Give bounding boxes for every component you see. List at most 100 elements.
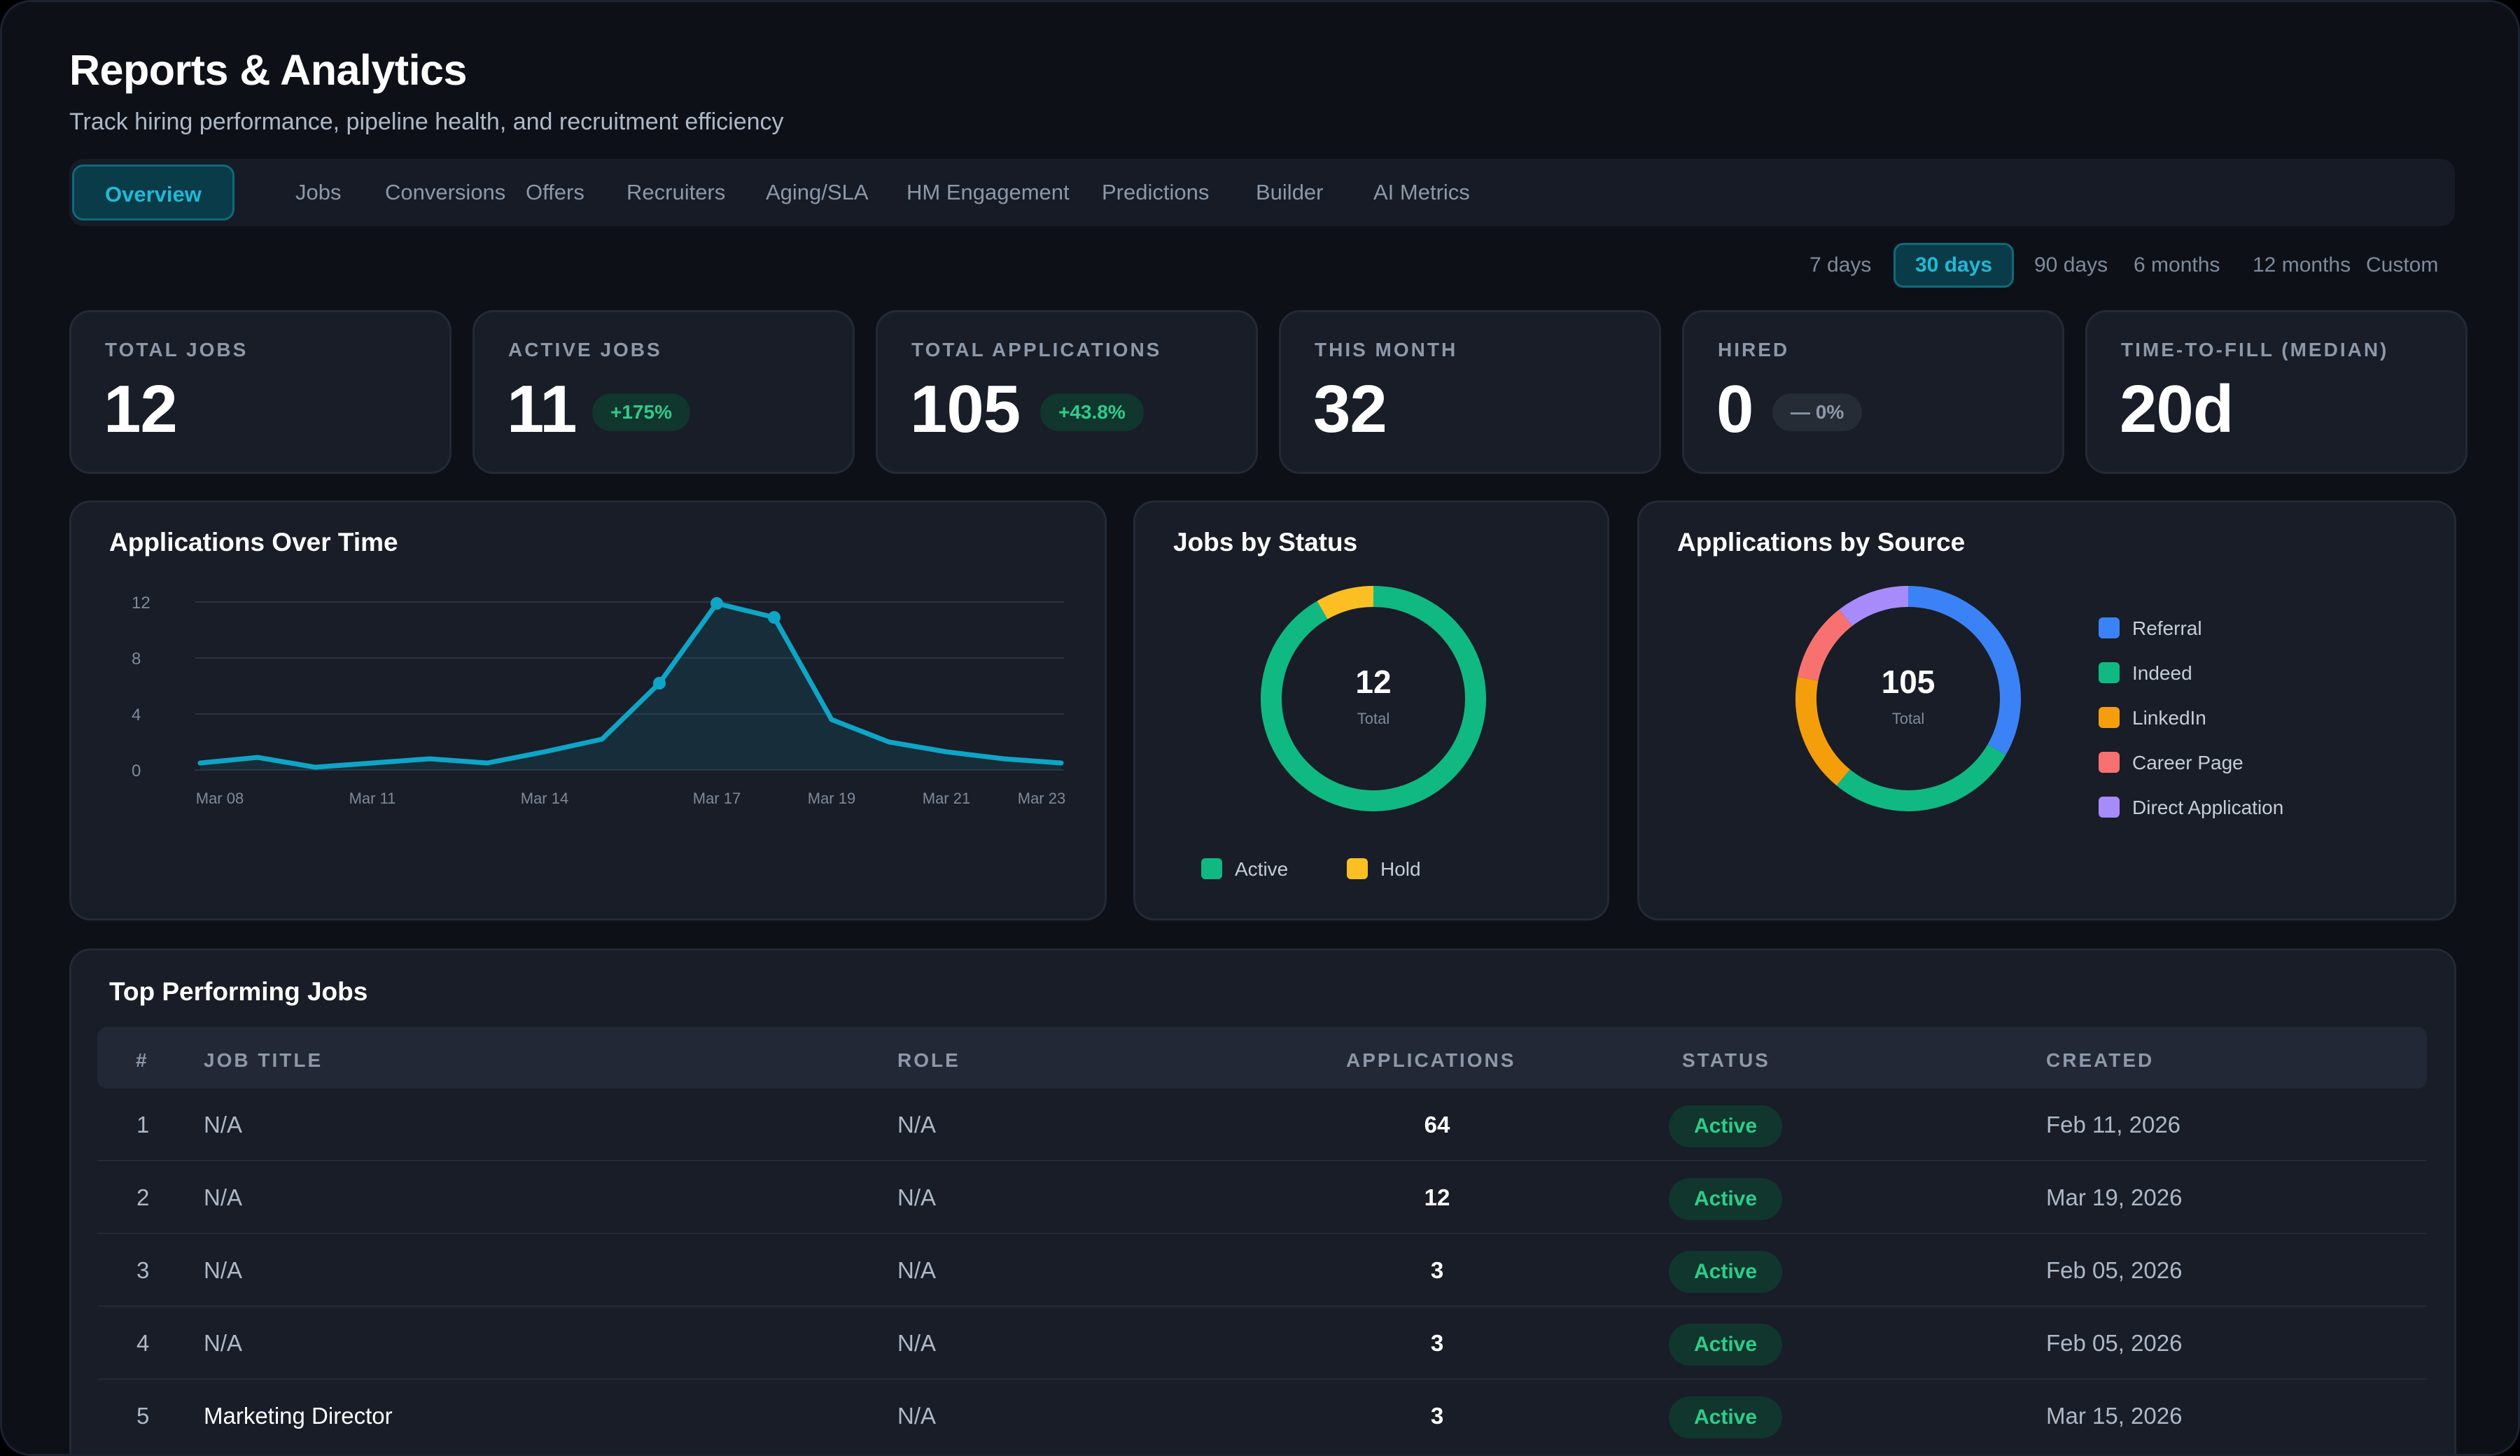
kpi-value: 32 <box>1313 372 1387 447</box>
data-point[interactable] <box>710 597 723 610</box>
applications-count: 3 <box>1430 1403 1444 1429</box>
panel-title: Applications by Source <box>1677 528 1966 556</box>
job-role: N/A <box>897 1184 937 1210</box>
range-7-days[interactable]: 7 days <box>1809 253 1872 276</box>
status-badge: Active <box>1669 1105 1783 1147</box>
job-title[interactable]: Marketing Director <box>204 1403 393 1429</box>
donut-center-label: Total <box>1892 710 1924 727</box>
donut-slice[interactable] <box>1798 609 1853 682</box>
tab-hm-engagement[interactable]: HM Engagement <box>906 180 1070 204</box>
row-number: 2 <box>136 1184 150 1210</box>
donut-slice[interactable] <box>1836 744 2006 811</box>
tab-conversions[interactable]: Conversions <box>385 180 506 204</box>
legend-swatch <box>2099 662 2120 683</box>
donut-slice[interactable] <box>1795 676 1851 786</box>
created-date: Feb 05, 2026 <box>2046 1257 2183 1283</box>
column-header-role[interactable]: ROLE <box>897 1049 960 1071</box>
job-title[interactable]: N/A <box>204 1257 243 1283</box>
column-header-applications[interactable]: APPLICATIONS <box>1346 1049 1516 1071</box>
donut-slice[interactable] <box>1261 586 1486 811</box>
column-header-status[interactable]: STATUS <box>1682 1049 1770 1071</box>
tab-offers[interactable]: Offers <box>526 180 584 204</box>
row-number: 5 <box>136 1403 150 1429</box>
created-date: Mar 19, 2026 <box>2046 1184 2183 1210</box>
table-title: Top Performing Jobs <box>109 977 368 1006</box>
column-header-number[interactable]: # <box>136 1049 149 1071</box>
legend-label: Hold <box>1380 858 1421 880</box>
status-donut-chart: 12 Total <box>1261 586 1486 811</box>
legend-swatch <box>1201 858 1222 879</box>
applications-count: 64 <box>1424 1112 1450 1138</box>
data-point[interactable] <box>653 677 666 690</box>
panel-title: Applications Over Time <box>109 528 398 556</box>
table-row[interactable]: 5 Marketing Director N/A 3 Active Mar 15… <box>97 1380 2427 1452</box>
row-number: 1 <box>136 1112 150 1138</box>
applications-by-source-panel: Applications by Source 105 Total Referral… <box>1637 500 2456 920</box>
range-30-days[interactable]: 30 days <box>1893 243 2015 288</box>
x-tick-label: Mar 19 <box>808 790 855 807</box>
job-role: N/A <box>897 1330 937 1356</box>
panel-title: Jobs by Status <box>1173 528 1358 556</box>
jobs-by-status-panel: Jobs by Status 12 Total Active Hold <box>1133 500 1609 920</box>
x-tick-label: Mar 14 <box>521 790 568 807</box>
applications-count: 3 <box>1430 1257 1444 1283</box>
tab-recruiters[interactable]: Recruiters <box>626 180 726 204</box>
tab-overview[interactable]: Overview <box>72 164 234 220</box>
job-role: N/A <box>897 1257 937 1283</box>
y-tick-label: 0 <box>132 762 141 780</box>
tab-aging-sla[interactable]: Aging/SLA <box>766 180 869 204</box>
legend-label: Direct Application <box>2132 797 2284 818</box>
table-row[interactable]: 2 N/A N/A 12 Active Mar 19, 2026 <box>97 1161 2427 1234</box>
tab-ai-metrics[interactable]: AI Metrics <box>1373 180 1470 204</box>
kpi-hired: HIRED 0 — 0% <box>1682 310 2064 474</box>
legend-label: Active <box>1235 858 1289 880</box>
trend-badge: +175% <box>592 393 690 431</box>
status-badge: Active <box>1669 1178 1783 1220</box>
kpi-label: TOTAL APPLICATIONS <box>911 339 1162 360</box>
trend-badge: +43.8% <box>1040 393 1144 431</box>
range-12-months[interactable]: 12 months <box>2253 253 2351 276</box>
tab-predictions[interactable]: Predictions <box>1102 180 1210 204</box>
legend-label: Indeed <box>2132 662 2192 684</box>
legend-swatch <box>2099 797 2120 818</box>
donut-slice[interactable] <box>1907 586 2021 755</box>
line-chart: 0 4 8 12 Mar 08 Mar 11 Mar 14 Mar 17 Mar 19 Mar 2… <box>132 594 1065 807</box>
y-tick-label: 12 <box>132 594 150 612</box>
range-6-months[interactable]: 6 months <box>2134 253 2220 276</box>
legend-referral: Referral <box>2099 616 2202 641</box>
kpi-value: 105 <box>910 372 1021 447</box>
table-header <box>97 1027 2427 1088</box>
kpi-total-applications: TOTAL APPLICATIONS 105 +43.8% <box>876 310 1258 474</box>
report-tabs: Overview Jobs Conversions Offers Recruit… <box>69 159 2455 226</box>
range-90-days[interactable]: 90 days <box>2034 253 2108 276</box>
table-row[interactable]: 1 N/A N/A 64 Active Feb 11, 2026 <box>97 1088 2427 1161</box>
job-role: N/A <box>897 1403 937 1429</box>
job-role: N/A <box>897 1112 937 1138</box>
donut-slice[interactable] <box>1317 586 1374 620</box>
tab-jobs[interactable]: Jobs <box>295 180 342 204</box>
data-point[interactable] <box>768 611 780 624</box>
donut-center-value: 12 <box>1355 664 1391 700</box>
legend-label: Referral <box>2132 617 2202 639</box>
donut-slice[interactable] <box>1839 586 1909 626</box>
job-title[interactable]: N/A <box>204 1112 243 1138</box>
column-header-job-title[interactable]: JOB TITLE <box>204 1049 323 1071</box>
table-row[interactable]: 4 N/A N/A 3 Active Feb 05, 2026 <box>97 1307 2427 1380</box>
created-date: Feb 11, 2026 <box>2046 1112 2181 1138</box>
kpi-label: TIME-TO-FILL (MEDIAN) <box>2121 339 2389 360</box>
kpi-label: ACTIVE JOBS <box>508 339 662 360</box>
table-row[interactable]: 3 N/A N/A 3 Active Feb 05, 2026 <box>97 1234 2427 1307</box>
column-header-created[interactable]: CREATED <box>2046 1049 2155 1071</box>
job-title[interactable]: N/A <box>204 1330 243 1356</box>
kpi-value: 11 <box>507 372 577 447</box>
tab-builder[interactable]: Builder <box>1256 180 1324 204</box>
legend-career-page: Career Page <box>2099 750 2244 776</box>
legend-swatch <box>2099 707 2120 728</box>
job-title[interactable]: N/A <box>204 1184 243 1210</box>
legend-swatch <box>2099 752 2120 773</box>
y-tick-label: 4 <box>132 706 141 724</box>
donut-center-value: 105 <box>1882 664 1935 700</box>
status-badge: Active <box>1669 1324 1783 1366</box>
range-custom[interactable]: Custom <box>2366 253 2439 276</box>
area-fill <box>200 603 1061 770</box>
